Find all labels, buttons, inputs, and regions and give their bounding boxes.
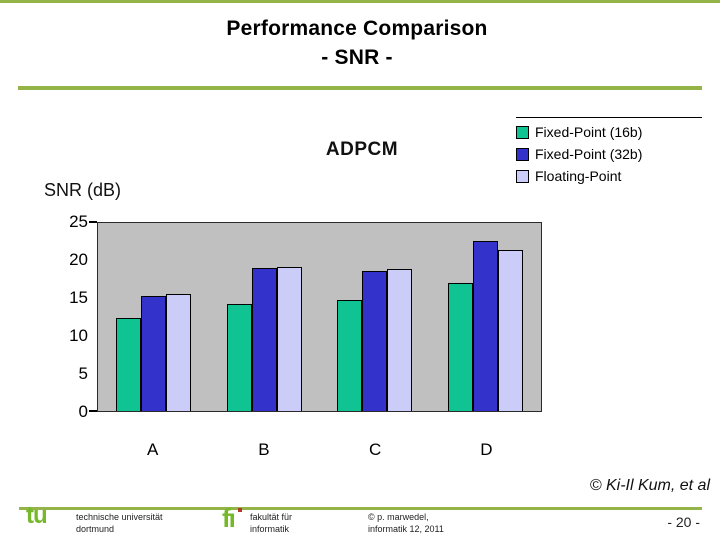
bar-group-b bbox=[209, 223, 320, 411]
legend-item: Fixed-Point (32b) bbox=[516, 146, 702, 162]
legend-label: Floating-Point bbox=[535, 168, 622, 184]
x-category-label: B bbox=[258, 440, 270, 459]
y-tick-label: 15 bbox=[69, 288, 88, 307]
legend-swatch-green-icon bbox=[516, 125, 529, 139]
x-category-label: D bbox=[480, 440, 493, 459]
tu-dortmund-logo-icon: tu bbox=[26, 502, 48, 529]
bar-group-d bbox=[430, 223, 541, 411]
legend-swatch-blue-icon bbox=[516, 147, 529, 161]
fi-logo-dot-icon bbox=[238, 508, 242, 512]
chart-legend: Fixed-Point (16b) Fixed-Point (32b) Floa… bbox=[516, 117, 702, 190]
top-accent-line bbox=[0, 0, 720, 3]
page-number: - 20 - bbox=[667, 514, 700, 530]
bar-fixed-point-16b-b bbox=[226, 304, 252, 411]
copyright-notice: © p. marwedel, informatik 12, 2011 bbox=[368, 511, 444, 535]
page-title: Performance Comparison - SNR - bbox=[0, 14, 714, 72]
source-attribution: © Ki-Il Kum, et al bbox=[589, 477, 710, 494]
fakultaet-informatik-logo-icon: fı bbox=[222, 503, 236, 533]
legend-item: Floating-Point bbox=[516, 168, 702, 184]
bar-fixed-point-32b-d bbox=[473, 241, 499, 411]
bar-fixed-point-32b-a bbox=[140, 295, 166, 411]
y-axis-tick bbox=[89, 221, 97, 223]
legend-label: Fixed-Point (32b) bbox=[535, 146, 643, 162]
university-name-line1: technische universität bbox=[76, 512, 163, 522]
y-tick-label: 10 bbox=[69, 326, 88, 345]
university-name: technische universität dortmund bbox=[76, 511, 163, 535]
y-tick-label: 5 bbox=[78, 364, 88, 383]
y-axis-tick bbox=[89, 410, 97, 412]
copyright-line1: © p. marwedel, bbox=[368, 512, 429, 522]
bar-floating-point-b bbox=[276, 266, 302, 411]
page-title-line2: - SNR - bbox=[321, 46, 393, 69]
x-category-label: A bbox=[146, 440, 159, 459]
y-tick-label: 0 bbox=[78, 402, 88, 421]
bar-fixed-point-16b-a bbox=[115, 317, 141, 411]
bar-fixed-point-16b-c bbox=[337, 300, 363, 411]
x-category-label: C bbox=[368, 440, 382, 459]
plot-area bbox=[97, 222, 542, 412]
footer-divider-line bbox=[19, 507, 702, 510]
y-tick-label: 20 bbox=[69, 250, 88, 269]
title-divider-line bbox=[18, 86, 702, 90]
x-axis-labels: A B C D bbox=[97, 440, 542, 460]
legend-label: Fixed-Point (16b) bbox=[535, 124, 643, 140]
faculty-name: fakultät für informatik bbox=[250, 511, 292, 535]
page-title-line1: Performance Comparison bbox=[226, 17, 488, 40]
bar-floating-point-d bbox=[498, 250, 524, 411]
bar-floating-point-a bbox=[165, 294, 191, 411]
bar-fixed-point-32b-c bbox=[362, 271, 388, 411]
legend-item: Fixed-Point (16b) bbox=[516, 124, 702, 140]
bar-fixed-point-16b-d bbox=[448, 283, 474, 411]
legend-swatch-lavender-icon bbox=[516, 169, 529, 183]
bar-floating-point-c bbox=[387, 268, 413, 411]
bar-fixed-point-32b-b bbox=[251, 268, 277, 411]
university-name-line2: dortmund bbox=[76, 524, 115, 534]
bar-group-c bbox=[320, 223, 431, 411]
y-axis-title: SNR (dB) bbox=[44, 180, 122, 200]
copyright-line2: informatik 12, 2011 bbox=[368, 524, 444, 534]
bars-container bbox=[98, 223, 541, 411]
y-tick-label: 25 bbox=[69, 212, 88, 231]
bar-group-a bbox=[98, 223, 209, 411]
chart-title: ADPCM bbox=[325, 139, 399, 160]
faculty-name-line2: informatik bbox=[250, 524, 290, 534]
faculty-name-line1: fakultät für bbox=[250, 512, 293, 522]
